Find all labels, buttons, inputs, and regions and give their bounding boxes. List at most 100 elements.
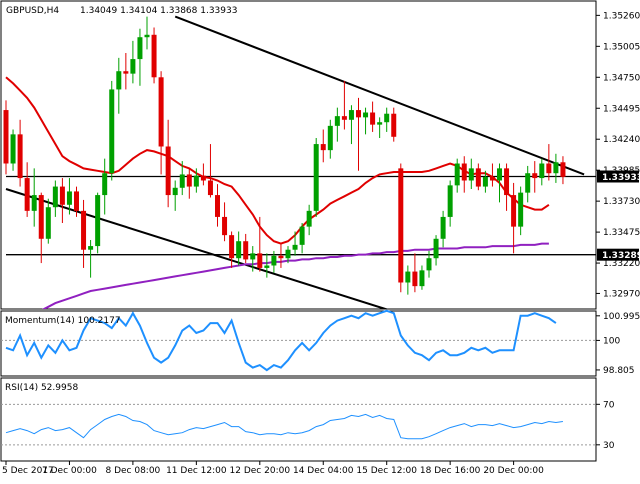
candle-body <box>151 34 157 78</box>
current-price-box-label: 1.33933 <box>602 173 640 183</box>
candle-body <box>165 146 171 196</box>
main-plot-layer <box>3 15 596 309</box>
candle-body <box>24 178 30 211</box>
candle-body <box>327 125 333 151</box>
current-price-box <box>597 170 639 183</box>
x-tick-label: 18 Dec 16:00 <box>420 466 481 476</box>
candle-body <box>257 253 263 268</box>
candle-body <box>186 174 192 187</box>
candle-body <box>200 175 206 181</box>
candle-body <box>31 195 37 211</box>
y-tick-label: 1.35260 <box>603 11 640 21</box>
candle-body <box>377 122 383 125</box>
candle-body <box>504 168 510 196</box>
candle-body <box>398 168 404 283</box>
candle-body <box>356 110 361 118</box>
x-tick-label: 7 Dec 00:00 <box>42 466 97 476</box>
x-tick-label: 15 Dec 12:00 <box>356 466 417 476</box>
candle-body <box>334 116 340 126</box>
rsi-panel-frame <box>0 377 597 462</box>
candle-body <box>144 34 150 38</box>
x-tick-label: 14 Dec 04:00 <box>293 466 354 476</box>
y-tick-label: 1.35005 <box>603 42 640 52</box>
candle-body <box>17 134 23 179</box>
candle-body <box>475 168 481 187</box>
candle-body <box>384 113 390 123</box>
candle-body <box>264 265 270 268</box>
candle-body <box>109 89 115 174</box>
candle-body <box>59 186 65 205</box>
candle-body <box>370 112 376 125</box>
candle-body <box>525 173 531 193</box>
candle-body <box>116 71 122 90</box>
candle-body <box>363 112 369 118</box>
rsi-line <box>5 413 563 440</box>
candle-body <box>137 37 143 60</box>
candle-body <box>222 216 228 236</box>
candle-body <box>81 210 87 250</box>
candle-body <box>193 175 199 187</box>
x-tick-label: 8 Dec 08:00 <box>105 466 160 476</box>
candle-body <box>229 235 235 259</box>
momentum-line <box>5 309 557 372</box>
candle-body <box>278 255 284 259</box>
candle-body <box>74 191 79 211</box>
candle-body <box>172 187 178 196</box>
candle-body <box>539 163 545 179</box>
candle-body <box>412 271 418 287</box>
candle-body <box>158 77 164 147</box>
candle-body <box>518 192 524 227</box>
candle-body <box>271 255 277 266</box>
candle-body <box>341 116 347 120</box>
upper-trendline <box>174 15 585 176</box>
momentum-tick-label: 100.9956 <box>603 312 640 322</box>
candle-body <box>3 110 9 164</box>
candle-body <box>440 216 446 239</box>
rsi-tick-label: 30 <box>603 441 615 451</box>
x-tick-label: 12 Dec 20:00 <box>230 466 291 476</box>
rsi-title: RSI(14) 52.9958 <box>5 383 78 393</box>
y-tick-label: 1.32970 <box>603 289 640 299</box>
x-tick-label: 5 Dec 2017 <box>2 466 54 476</box>
candle-body <box>102 173 108 196</box>
candle-body <box>546 163 552 174</box>
momentum-tick-label: 100 <box>603 336 620 346</box>
candle-body <box>88 246 94 250</box>
candle-body <box>236 241 242 259</box>
candle-body <box>130 59 136 74</box>
candle-body <box>306 210 312 227</box>
candle-body <box>560 162 566 177</box>
candle-body <box>243 241 249 260</box>
momentum-plot-layer <box>1 309 596 372</box>
candle-body <box>447 185 453 217</box>
candle-body <box>207 180 213 196</box>
candle-body <box>497 168 502 181</box>
candle-body <box>482 176 488 187</box>
candle-body <box>285 249 291 259</box>
candle-body <box>215 195 220 217</box>
y-tick-label: 1.34495 <box>603 104 640 114</box>
y-tick-label: 1.33475 <box>603 228 640 238</box>
candle-body <box>454 163 460 186</box>
lower-trendline <box>5 188 389 309</box>
candle-body <box>489 176 495 181</box>
momentum-tick-label: 98.805 <box>603 366 635 376</box>
candle-body <box>461 163 467 181</box>
candle-body <box>532 173 538 179</box>
candle-body <box>52 186 58 208</box>
y-tick-label: 1.34240 <box>603 135 640 145</box>
candle-body <box>123 71 129 74</box>
rsi-tick-label: 70 <box>603 400 615 410</box>
candle-body <box>292 244 298 250</box>
candle-body <box>468 168 474 181</box>
candle-body <box>320 144 326 151</box>
momentum-title: Momentum(14) 100.2177 <box>5 316 121 326</box>
candle-body <box>299 226 305 245</box>
candle-body <box>348 110 354 120</box>
candle-body <box>10 134 16 164</box>
x-tick-label: 11 Dec 12:00 <box>166 466 227 476</box>
rsi-plot-layer <box>1 403 596 446</box>
candle-body <box>95 195 101 247</box>
